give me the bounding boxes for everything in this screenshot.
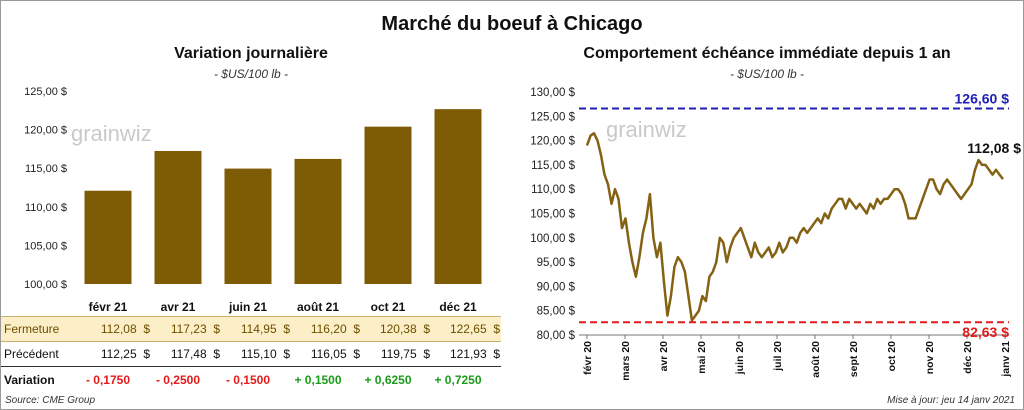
bar [364, 126, 412, 284]
table-cell: 120,38 $ [379, 322, 430, 336]
source-note: Source: CME Group [5, 395, 96, 406]
update-note: Mise à jour: jeu 14 janv 2021 [887, 395, 1015, 406]
main-title: Marché du boeuf à Chicago [381, 13, 643, 35]
y-tick-label: 120,00 $ [530, 136, 575, 148]
table-row-closing: Fermeture 112,08 $ 117,23 $ 114,95 $ 116,20… [1, 316, 501, 342]
table-cell: + 0,1500 [294, 373, 342, 387]
table-cell: 117,48 $ [170, 347, 220, 361]
table-cell: 122,65 $ [449, 322, 500, 336]
y-tick-label: 90,00 $ [537, 281, 576, 293]
x-tick-label: oct 21 [371, 300, 406, 314]
x-tick-label: juin 20 [734, 341, 746, 375]
x-tick-label: juil 20 [772, 341, 784, 372]
y-tick-label: 110,00 $ [531, 184, 576, 196]
price-series-line [585, 132, 1004, 322]
y-tick-label: 115,00 $ [25, 163, 67, 175]
row-label-variation: Variation [4, 373, 55, 387]
right-chart-subtitle: - $US/100 lb - [729, 67, 805, 81]
x-tick-label: août 20 [810, 341, 822, 378]
x-tick-label: déc 21 [439, 300, 477, 314]
table-cell: 115,10 $ [240, 347, 290, 361]
y-tick-label: 100,00 $ [24, 279, 67, 291]
y-tick-label: 85,00 $ [537, 306, 576, 318]
row-label-closing: Fermeture [4, 322, 60, 336]
high-reference-label: 126,60 $ [955, 91, 1010, 107]
table-cell: - 0,2500 [155, 373, 201, 387]
y-tick-label: 100,00 $ [530, 233, 575, 245]
bar [154, 150, 202, 284]
row-label-previous: Précédent [4, 347, 59, 361]
y-tick-label: 130,00 $ [530, 87, 575, 99]
bar [84, 190, 132, 284]
y-tick-label: 125,00 $ [530, 111, 575, 123]
y-tick-label: 120,00 $ [24, 125, 67, 137]
table-cell: 112,25 $ [100, 347, 150, 361]
table-cell: + 0,6250 [364, 373, 412, 387]
x-tick-label: avr 20 [658, 341, 670, 372]
table-cell: - 0,1750 [85, 373, 131, 387]
low-reference-label: 82,63 $ [962, 324, 1009, 340]
bar-chart: 100,00 $ 105,00 $ 110,00 $ 115,00 $ 120,00 $… [24, 86, 482, 314]
table-cell: + 0,7250 [434, 373, 482, 387]
x-tick-label: avr 21 [161, 300, 196, 314]
bar [434, 109, 482, 284]
y-tick-label: 115,00 $ [531, 160, 576, 172]
table-cell: 116,20 $ [310, 322, 360, 336]
bar [224, 168, 272, 284]
table-cell: 121,93 $ [449, 347, 500, 361]
x-tick-label: févr 20 [582, 341, 594, 375]
x-tick-label: janv 21 [1000, 341, 1012, 378]
table-cell: 119,75 $ [380, 347, 430, 361]
x-tick-label: sept 20 [848, 341, 860, 377]
watermark-logo: grainwiz [71, 121, 152, 146]
table-row-previous: Précédent 112,25 $ 117,48 $ 115,10 $ 116,05… [1, 342, 501, 367]
table-cell: 117,23 $ [170, 322, 220, 336]
x-tick-label: févr 21 [89, 300, 128, 314]
x-tick-label: juin 21 [228, 300, 267, 314]
right-chart-title: Comportement échéance immédiate depuis 1… [583, 45, 951, 62]
x-tick-label: mars 20 [620, 341, 632, 381]
y-tick-label: 80,00 $ [537, 330, 576, 342]
bar [294, 158, 342, 284]
table-cell: 116,05 $ [310, 347, 360, 361]
y-tick-label: 105,00 $ [530, 209, 575, 221]
table-row-variation: Variation - 0,1750 - 0,2500 - 0,1500 + 0,15… [1, 368, 501, 392]
left-chart-title: Variation journalière [174, 45, 328, 62]
table-cell: 112,08 $ [100, 322, 150, 336]
table-cell: 114,95 $ [240, 322, 290, 336]
watermark-logo: grainwiz [606, 117, 687, 142]
y-tick-label: 105,00 $ [24, 240, 67, 252]
last-price-label: 112,08 $ [967, 140, 1021, 156]
x-tick-label: déc 20 [962, 341, 974, 374]
y-tick-label: 95,00 $ [537, 257, 576, 269]
y-tick-label: 110,00 $ [25, 202, 67, 214]
x-tick-label: nov 20 [924, 341, 936, 374]
x-tick-label: mai 20 [696, 341, 708, 374]
x-tick-label: août 21 [297, 300, 339, 314]
table-cell: - 0,1500 [225, 373, 271, 387]
y-tick-label: 125,00 $ [24, 86, 67, 98]
line-chart: 80,00 $ 85,00 $ 90,00 $ 95,00 $ 100,00 $ 105,… [530, 87, 1021, 381]
left-chart-subtitle: - $US/100 lb - [213, 67, 289, 81]
x-tick-label: oct 20 [886, 341, 898, 372]
